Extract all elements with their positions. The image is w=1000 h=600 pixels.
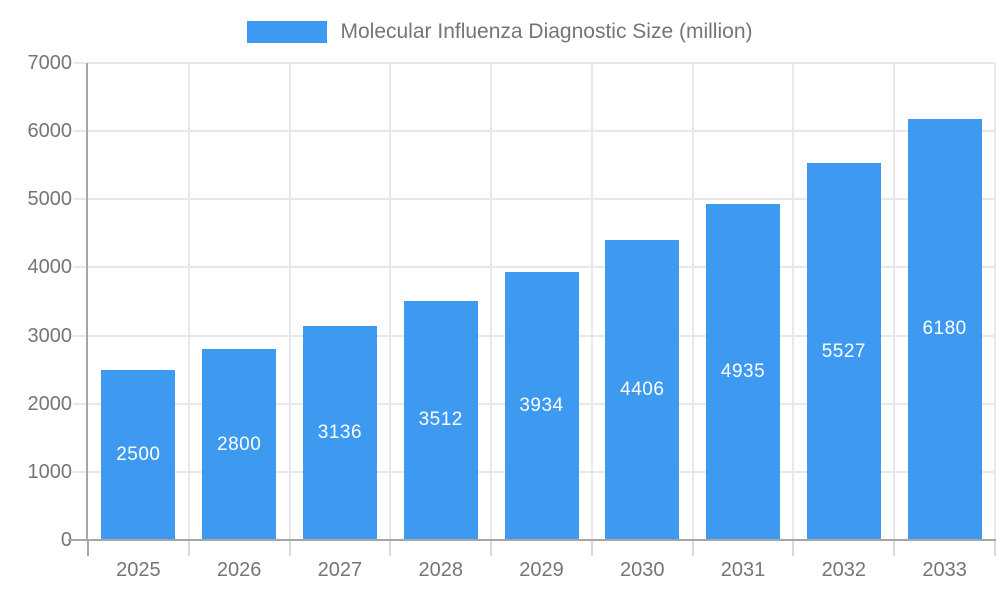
x-tick-label: 2028: [418, 559, 463, 581]
y-tick-label: 1000: [27, 460, 73, 483]
v-gridline: [994, 63, 996, 556]
h-gridline: [73, 62, 995, 64]
v-gridline: [187, 63, 190, 556]
h-gridline: [73, 130, 995, 133]
bar: 4935: [706, 203, 781, 540]
y-tick-label: 6000: [27, 120, 73, 143]
bar: 3512: [403, 300, 478, 540]
bar-value-label: 3512: [418, 409, 463, 431]
v-gridline: [792, 63, 795, 556]
bar-value-label: 6180: [922, 318, 967, 340]
bar-value-label: 3136: [317, 422, 363, 444]
bar: 5527: [806, 163, 881, 540]
x-tick-mark: [994, 541, 996, 556]
v-gridline: [590, 63, 593, 556]
h-gridline: [73, 266, 995, 269]
v-gridline: [691, 63, 694, 556]
bar-value-label: 5527: [821, 340, 866, 362]
x-tick-label: 2029: [519, 559, 564, 581]
y-tick-label: 5000: [27, 188, 73, 211]
x-tick-label: 2027: [317, 559, 363, 581]
legend-label: Molecular Influenza Diagnostic Size (mil…: [340, 20, 753, 43]
y-axis-labels: 0 1000 2000 3000 4000 5000 6000 7000: [0, 0, 73, 600]
bar-value-label: 4406: [620, 378, 665, 400]
legend: Molecular Influenza Diagnostic Size (mil…: [0, 19, 1000, 45]
x-tick-label: 2031: [720, 559, 766, 581]
x-axis-line: [68, 539, 996, 541]
h-gridline: [73, 198, 995, 201]
x-tick-label: 2032: [821, 559, 867, 581]
legend-swatch: [247, 21, 328, 43]
x-tick-mark: [288, 541, 291, 556]
y-axis-line: [86, 63, 88, 540]
y-tick-label: 4000: [27, 256, 73, 279]
bar: 6180: [907, 118, 982, 540]
x-tick-label: 2026: [216, 559, 262, 581]
x-tick-mark: [87, 541, 89, 556]
y-tick-label: 7000: [27, 52, 73, 74]
v-gridline: [288, 63, 291, 556]
bar: 3136: [302, 326, 377, 540]
y-tick-label: 2000: [27, 392, 73, 415]
x-tick-mark: [187, 541, 190, 556]
bar: 2800: [202, 349, 277, 540]
bar: 4406: [605, 239, 680, 540]
v-gridline: [389, 63, 392, 556]
x-tick-mark: [389, 541, 392, 556]
x-tick-mark: [691, 541, 694, 556]
bar-value-label: 2800: [217, 433, 262, 455]
y-tick-label: 0: [60, 529, 72, 551]
v-gridline: [490, 63, 493, 556]
v-gridline: [893, 63, 896, 556]
x-tick-label: 2025: [116, 559, 161, 581]
x-axis-labels: 2025 2026 2027 2028 2029 2030 2031 2032 2033: [88, 557, 995, 583]
x-tick-mark: [490, 541, 493, 556]
plot-area: 2500 2800 3136 3512 3934 4406 4935 5527 6180: [73, 62, 996, 556]
bar: 3934: [504, 271, 579, 540]
x-tick-label: 2033: [922, 559, 967, 581]
bar-value-label: 3934: [519, 394, 564, 416]
x-tick-mark: [590, 541, 593, 556]
bar-value-label: 4935: [720, 360, 766, 382]
x-tick-mark: [792, 541, 795, 556]
x-tick-mark: [893, 541, 896, 556]
y-tick-label: 3000: [27, 324, 73, 347]
bar-value-label: 2500: [116, 443, 161, 465]
bar: 2500: [101, 369, 176, 540]
x-tick-label: 2030: [620, 559, 665, 581]
